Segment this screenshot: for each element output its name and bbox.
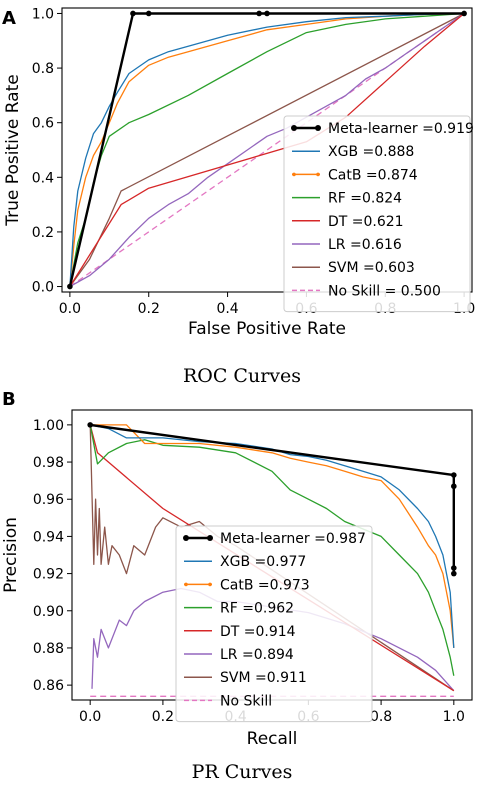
plot-frame bbox=[61, 7, 473, 293]
legend-marker bbox=[183, 535, 189, 541]
legend-marker bbox=[207, 535, 213, 541]
legend-label: DT =0.914 bbox=[220, 624, 296, 640]
y-tick-label: 0.88 bbox=[33, 641, 64, 657]
y-tick-label: 0.2 bbox=[32, 225, 54, 241]
series-line-6 bbox=[69, 12, 465, 287]
y-axis-label: Precision bbox=[1, 517, 21, 593]
legend-label: XGB =0.977 bbox=[220, 554, 306, 570]
series-point bbox=[87, 422, 93, 428]
legend-marker bbox=[208, 582, 212, 587]
legend-marker bbox=[291, 125, 297, 131]
series-line-5 bbox=[69, 12, 465, 288]
legend-label: CatB =0.973 bbox=[220, 577, 310, 593]
legend-label: No Skill bbox=[220, 693, 272, 709]
x-axis-label: Recall bbox=[247, 729, 298, 749]
x-tick-label: 0.8 bbox=[370, 709, 392, 725]
legend-label: XGB =0.888 bbox=[328, 144, 414, 160]
legend-marker bbox=[315, 125, 321, 131]
series-line-2 bbox=[90, 424, 455, 648]
y-tick-label: 0.98 bbox=[33, 455, 64, 471]
series-point bbox=[67, 283, 73, 290]
series-point bbox=[451, 570, 457, 577]
legend-label: SVM =0.603 bbox=[328, 260, 415, 276]
series-line-3 bbox=[89, 424, 455, 676]
series-point bbox=[130, 10, 136, 17]
series-line-2 bbox=[69, 12, 465, 287]
legend-marker bbox=[184, 582, 188, 587]
legend-box bbox=[175, 525, 373, 723]
legend-label: RF =0.962 bbox=[220, 601, 294, 617]
legend-label: LR =0.616 bbox=[328, 237, 402, 253]
y-tick-label: 1.0 bbox=[32, 6, 54, 22]
panel-label: A bbox=[2, 8, 16, 29]
legend-box bbox=[283, 115, 471, 313]
y-tick-label: 0.0 bbox=[32, 280, 54, 296]
legend-label: Meta-learner =0.987 bbox=[220, 531, 366, 547]
x-tick-label: 0.2 bbox=[152, 709, 174, 725]
legend-label: No Skill = 0.500 bbox=[328, 283, 441, 299]
legend-label: CatB =0.874 bbox=[328, 167, 418, 183]
series-point bbox=[461, 10, 467, 17]
x-axis-label: False Positive Rate bbox=[188, 319, 346, 339]
legend-label: SVM =0.911 bbox=[220, 670, 307, 686]
legend-label: RF =0.824 bbox=[328, 191, 402, 207]
series-point bbox=[451, 472, 457, 478]
x-tick-label: 0.0 bbox=[59, 301, 81, 317]
legend-label: DT =0.621 bbox=[328, 214, 404, 230]
series-line-6 bbox=[89, 424, 455, 692]
panel-label: B bbox=[2, 389, 16, 410]
series-line-0 bbox=[68, 12, 465, 287]
y-tick-label: 0.96 bbox=[33, 492, 64, 508]
figure-caption: PR Curves bbox=[192, 761, 293, 783]
series-point bbox=[451, 565, 457, 571]
legend: Meta-learner =0.919 XGB =0.888 CatB =0.874… bbox=[283, 115, 474, 313]
legend-label: Meta-learner =0.919 bbox=[328, 121, 474, 137]
series-point bbox=[145, 10, 152, 17]
legend: Meta-learner =0.987 XGB =0.977 CatB =0.973… bbox=[175, 525, 373, 723]
series-point bbox=[451, 483, 457, 490]
y-tick-label: 0.8 bbox=[32, 61, 54, 77]
x-tick-label: 0.4 bbox=[216, 301, 238, 317]
y-tick-label: 0.6 bbox=[32, 116, 54, 132]
y-tick-label: 0.86 bbox=[33, 678, 64, 694]
y-tick-label: 0.92 bbox=[33, 567, 64, 583]
series-point bbox=[264, 10, 270, 17]
chart-panel-B: B0.00.20.40.60.81.00.860.880.900.920.940… bbox=[1, 389, 473, 783]
figure-caption: ROC Curves bbox=[183, 365, 301, 387]
legend-marker bbox=[316, 172, 320, 177]
y-tick-label: 0.90 bbox=[33, 604, 64, 620]
series-line-1 bbox=[69, 12, 465, 287]
x-tick-label: 1.0 bbox=[443, 709, 465, 725]
y-tick-label: 1.00 bbox=[33, 418, 64, 434]
y-tick-label: 0.4 bbox=[32, 170, 54, 186]
y-axis-label: True Positive Rate bbox=[3, 74, 23, 226]
legend-marker bbox=[292, 172, 296, 177]
legend-label: LR =0.894 bbox=[220, 647, 294, 663]
series-point bbox=[256, 10, 262, 17]
series-line-1 bbox=[90, 424, 455, 648]
x-tick-label: 0.2 bbox=[138, 301, 160, 317]
x-tick-label: 0.0 bbox=[79, 709, 101, 725]
y-tick-label: 0.94 bbox=[33, 529, 64, 545]
chart-panel-A: A0.00.20.40.60.81.00.00.20.40.60.81.0Fal… bbox=[2, 6, 475, 387]
